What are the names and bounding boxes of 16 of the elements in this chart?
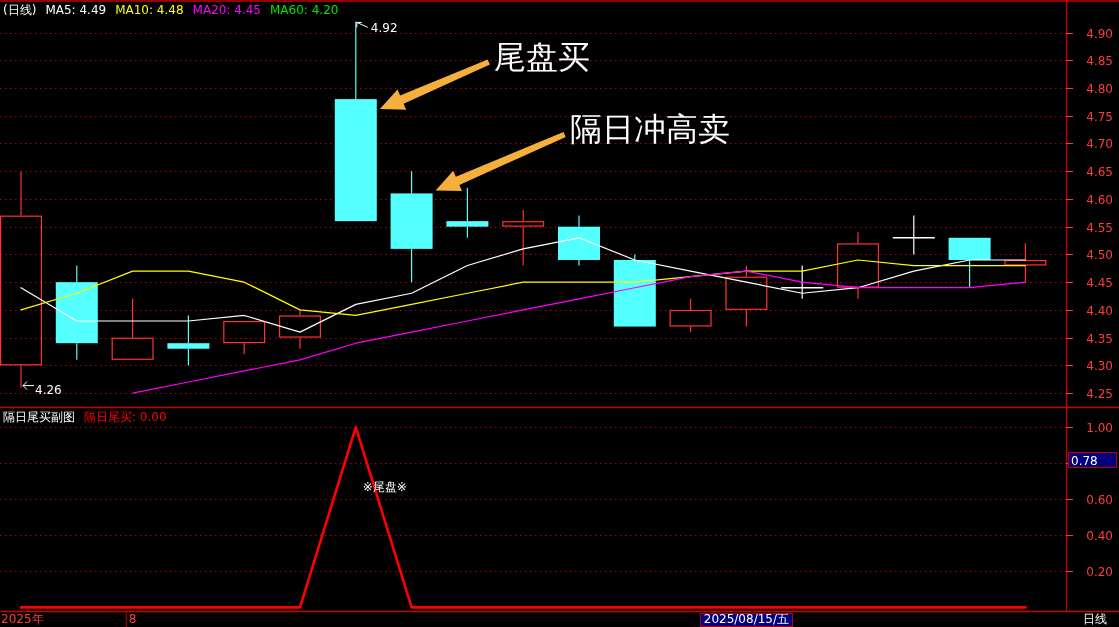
annotation: 4.26 xyxy=(35,382,62,397)
annotation: 尾盘买 xyxy=(493,38,590,77)
y-tick-label: 0.60 xyxy=(1086,493,1113,507)
text: 日线 xyxy=(1083,612,1107,626)
text: MA20: 4.45 xyxy=(192,3,261,17)
y-tick-label: 0.40 xyxy=(1086,529,1113,543)
annotation: 4.92 xyxy=(370,21,398,36)
text: 隔日尾买: 0.00 xyxy=(84,410,167,424)
text: MA5: 4.49 xyxy=(45,3,107,17)
y-tick-label: 1.00 xyxy=(1086,421,1113,435)
chart-title: (日线) xyxy=(3,3,37,17)
text: MA10: 4.48 xyxy=(115,3,184,17)
annotation: 隔日冲高卖 xyxy=(569,110,730,149)
chart-title: 隔日尾买副图 xyxy=(3,410,75,424)
y-tick-label: 0.20 xyxy=(1086,565,1113,579)
legend-label: MA60: 4.20 xyxy=(270,3,339,17)
